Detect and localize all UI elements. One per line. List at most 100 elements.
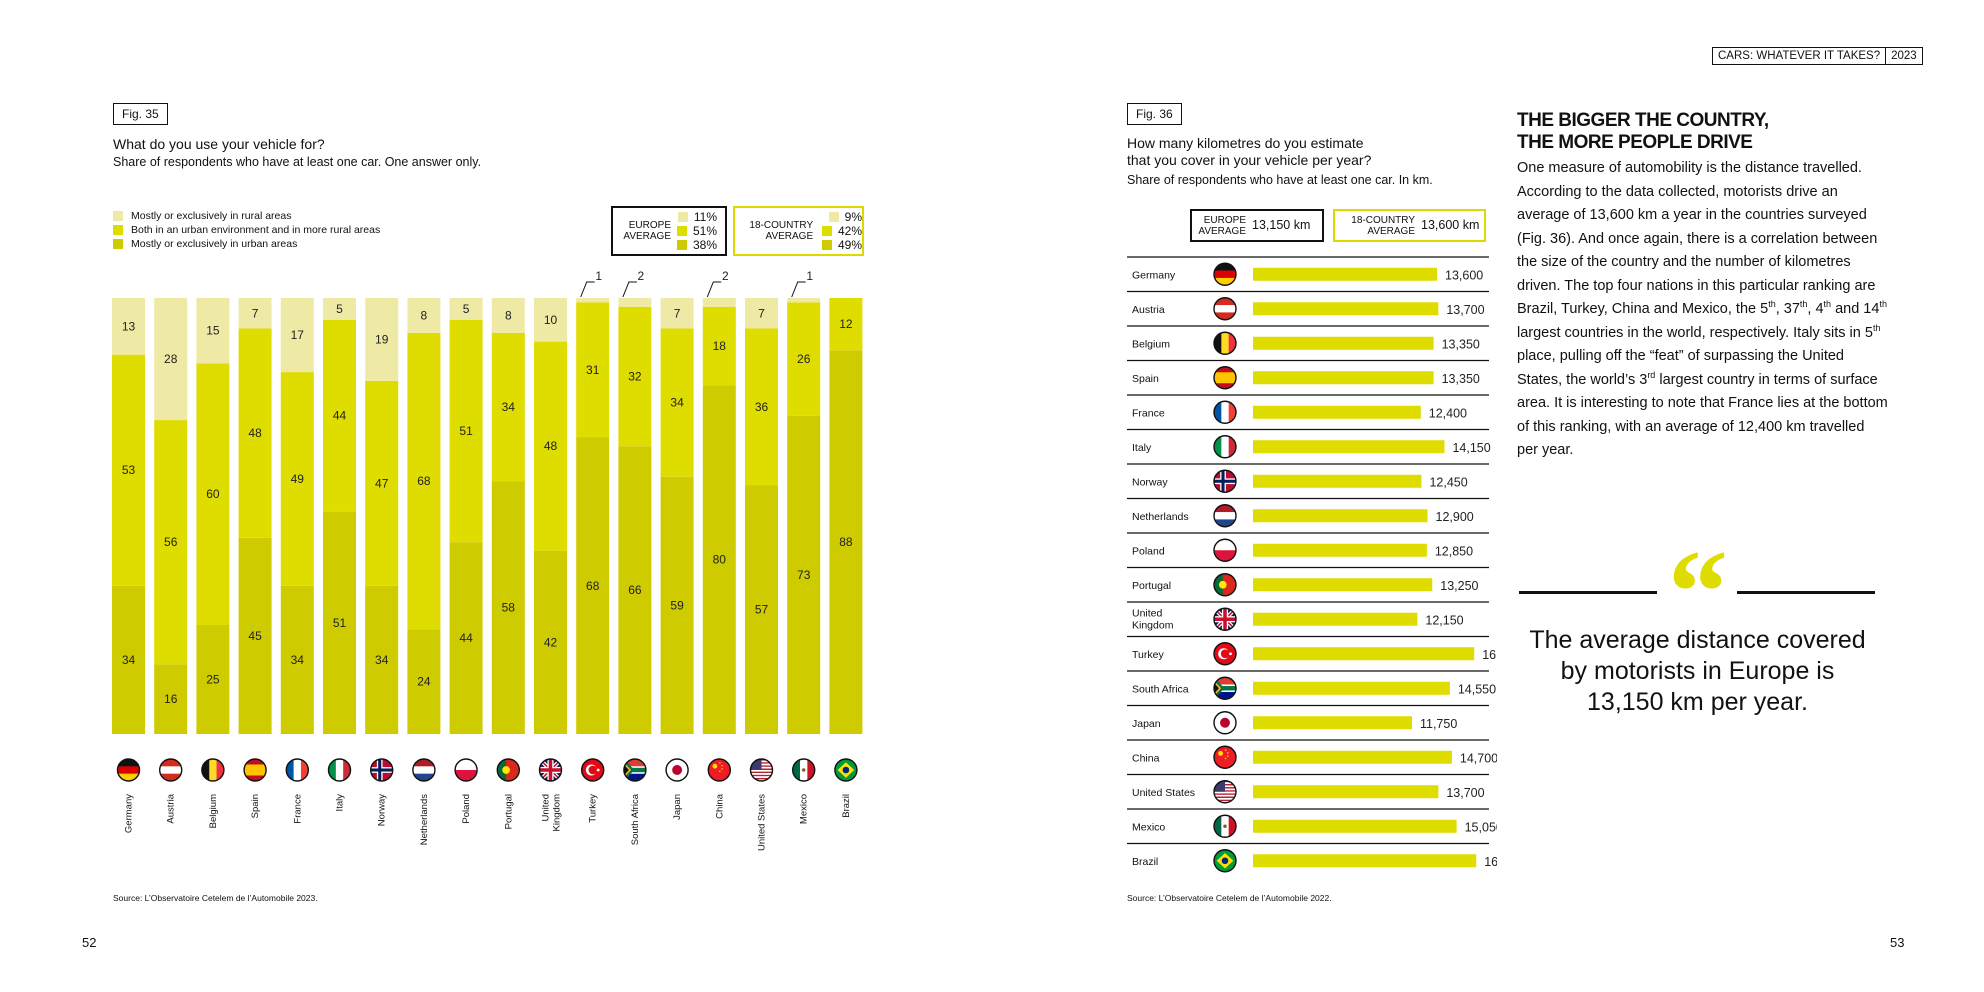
fig35-note: Share of respondents who have at least o… [113,155,482,169]
fig36-18country-average: 18-COUNTRY AVERAGE 13,600 km [1333,209,1486,242]
row-united-states: United States 13,700 [1127,785,1489,810]
fig36-question-line2: that you cover in your vehicle per year? [1127,152,1372,168]
fig35-flag-icon-it [327,758,352,782]
bar-both [787,302,821,416]
fig35-flag-icon-gb [538,758,563,782]
data-label-urban: 34 [122,653,136,667]
legend-swatch-both [113,225,123,235]
article-title-line1: THE BIGGER THE COUNTRY, [1517,110,1769,131]
bar-rural [112,298,145,355]
bar-km [1253,267,1437,281]
bar-both [576,302,610,438]
fig36-horizontal-bar-chart: Germany 13,600 Austria 13,700 Belgium 13,350 S… [1127,256,1497,873]
bar-urban [491,481,525,734]
row-japan: Japan 11,750 [1127,716,1489,741]
bar-rural [449,298,483,320]
data-label-both: 34 [502,400,516,414]
data-label-urban: 59 [670,598,684,612]
country18-average-urban: 49% [837,238,862,252]
data-label-both: 47 [375,476,389,490]
data-label-both: 48 [248,426,262,440]
bar-both [449,319,483,543]
fig36-europe-average-label: EUROPE AVERAGE [1198,214,1246,237]
country18-average-rural: 9% [844,210,862,224]
value-label: 13,250 [1440,579,1478,593]
europe-average-urban: 38% [693,238,718,252]
row-germany: Germany 13,600 [1127,267,1489,293]
country-name: Belgium [1132,338,1170,350]
data-label-urban: 58 [502,601,516,615]
data-label-both: 36 [755,400,769,414]
fig36-flag-icon-de [1213,262,1237,286]
fig36-country18-average-label: 18-COUNTRY AVERAGE [1351,214,1415,237]
bar-both [365,380,399,586]
bar-urban [534,550,567,734]
bar-urban [112,585,145,734]
row-united-kingdom: United Kingdom 12,150 [1127,607,1489,638]
bar-group-portugal: 58 34 8 Portugal [491,298,525,829]
bar-km [1253,612,1418,626]
fig36-flag-icon-fr [1213,400,1237,424]
bar-both [112,354,145,586]
country-label: Japan [672,794,683,820]
data-label-both: 68 [417,474,431,488]
bar-group-united-states: 57 36 7 United States [745,298,778,851]
legend-swatch-rural [113,211,123,221]
country-name: United Kingdom [1132,607,1174,631]
country-name: Portugal [1132,580,1171,592]
legend-item-both: Both in an urban environment and in more… [113,223,380,237]
bar-rural [280,298,314,373]
bar-km [1253,819,1457,833]
data-label-rural: 13 [122,319,136,333]
country-name: Norway [1132,476,1168,488]
publication-header: CARS: WHATEVER IT TAKES? 2023 [1712,47,1923,65]
fig36-flag-icon-pt [1213,573,1237,597]
data-label-rural: 19 [375,332,389,346]
bar-rural [702,298,736,307]
data-label-rural: 15 [206,324,220,338]
fig35-flag-icon-pt [496,758,520,782]
bar-km [1253,854,1477,868]
bar-rural [196,298,230,364]
fig36-flag-icon-tr [1213,642,1237,666]
data-label-both: 12 [839,317,853,331]
fig36-label: Fig. 36 [1127,103,1182,125]
bar-urban [829,350,863,734]
data-label-urban: 34 [291,653,305,667]
bar-both [196,363,230,625]
data-label-urban: 45 [248,629,262,643]
country-label: France [292,794,303,824]
bar-rural [491,298,525,333]
fig36-flag-icon-nl [1213,504,1237,528]
legend-label-urban: Mostly or exclusively in urban areas [131,238,298,250]
bar-both [702,306,736,386]
bar-group-mexico: 73 26 1 Mexico [787,269,821,824]
country18-average-both: 42% [837,224,862,238]
fig36-note: Share of respondents who have at least o… [1127,173,1433,187]
callout-line [791,281,806,298]
fig36-europe-average: EUROPE AVERAGE 13,150 km [1190,209,1324,242]
bar-km [1253,578,1433,592]
country-label: United States [757,794,768,851]
row-austria: Austria 13,700 [1127,302,1489,327]
data-label-urban: 44 [459,631,473,645]
fig35-legend: Mostly or exclusively in rural areas Bot… [113,209,380,251]
legend-item-urban: Mostly or exclusively in urban areas [113,237,380,251]
bar-urban [154,664,188,734]
value-label: 13,350 [1442,372,1480,386]
country-name: Austria [1132,304,1165,316]
country-name: South Africa [1132,683,1189,695]
callout-line [706,281,722,298]
data-label-rural: 1 [806,269,813,283]
bar-urban [618,446,652,734]
row-italy: Italy 14,150 [1127,440,1491,465]
value-label: 14,700 [1460,751,1497,765]
fig36-flag-icon-be [1213,331,1237,355]
data-label-both: 44 [333,409,347,423]
country-label: China [714,793,725,819]
value-label: 12,850 [1435,544,1473,558]
data-label-urban: 51 [333,616,347,630]
data-label-both: 49 [291,472,305,486]
article-title: THE BIGGER THE COUNTRY, THE MORE PEOPLE … [1517,110,1769,154]
fig36-flag-icon-no [1213,469,1237,493]
